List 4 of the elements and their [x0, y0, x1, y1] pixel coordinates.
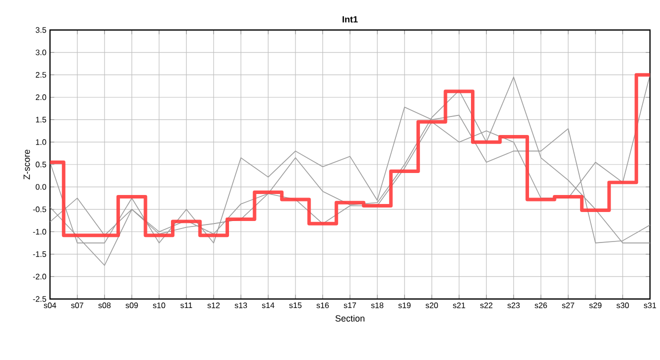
line-series [50, 76, 650, 266]
y-axis-title: Z-score [24, 150, 30, 180]
chart-title: Int1 [342, 16, 358, 22]
x-axis-title: Section [335, 315, 364, 322]
